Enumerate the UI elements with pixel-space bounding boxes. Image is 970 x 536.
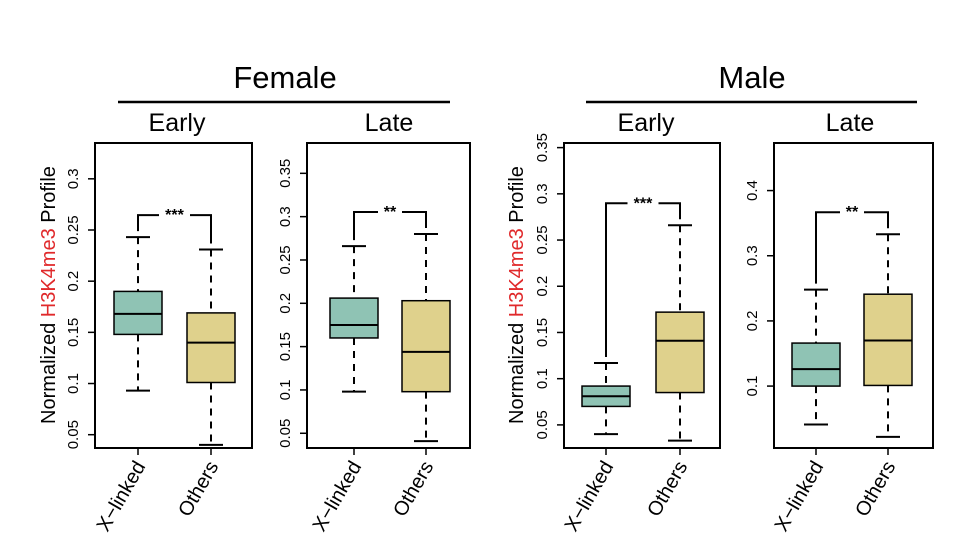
y-axis-label-male: Normalized H3K4me3 Profile — [506, 166, 528, 424]
significance-stars: *** — [165, 207, 184, 224]
y-axis-label-prefix: Normalized — [506, 317, 528, 424]
significance-bracket-right — [190, 214, 212, 244]
y-tick-label: 0.35 — [534, 133, 551, 162]
y-tick-label: 0.05 — [277, 419, 294, 448]
y-axis-label-suffix: Profile — [38, 166, 60, 228]
x-category-label: X−linked — [309, 458, 367, 536]
plot-frame — [773, 142, 934, 449]
panels-layer: 0.050.10.150.20.250.3X−linked Others***0.… — [65, 133, 934, 536]
significance-stars: *** — [634, 195, 653, 212]
y-tick-label: 0.2 — [744, 310, 761, 331]
panel-title-male-late: Late — [826, 109, 875, 137]
y-tick-label: 0.3 — [744, 245, 761, 266]
significance-bracket-left — [815, 211, 840, 284]
significance-bracket-right — [658, 202, 681, 220]
significance-stars: ** — [384, 204, 397, 221]
y-tick-label: 0.1 — [534, 368, 551, 389]
significance-bracket-right — [864, 211, 889, 229]
y-tick-label: 0.25 — [65, 215, 82, 244]
y-tick-label: 0.35 — [277, 159, 294, 188]
y-tick-label: 0.25 — [534, 225, 551, 254]
y-tick-label: 0.2 — [534, 276, 551, 297]
panel-3: 0.1 0.2 0.3 0.4 X−linked Others ** — [744, 142, 934, 536]
group-title-male: Male — [718, 60, 785, 95]
y-tick-label: 0.4 — [744, 180, 761, 201]
y-tick-label: 0.05 — [534, 410, 551, 439]
x-category-label: Others — [389, 458, 438, 521]
y-tick-label: 0.3 — [65, 168, 82, 189]
y-tick-label: 0.15 — [277, 332, 294, 361]
significance-bracket-left — [137, 214, 159, 232]
x-category-label: X−linked — [93, 458, 151, 536]
x-category-label: Others — [643, 458, 692, 521]
panel-title-male-early: Early — [618, 109, 675, 137]
y-axis-label-female: Normalized H3K4me3 Profile — [38, 166, 60, 424]
panel-title-female-early: Early — [149, 109, 206, 137]
iqr-box — [791, 342, 841, 387]
x-category-label: X−linked — [561, 458, 619, 536]
iqr-box — [186, 312, 236, 384]
y-tick-label: 0.3 — [534, 183, 551, 204]
y-axis-label-suffix: Profile — [506, 166, 528, 228]
significance-bracket-left — [353, 210, 378, 241]
significance-bracket-left — [605, 202, 628, 357]
iqr-box — [329, 297, 379, 339]
y-axis-label-highlight: H3K4me3 — [38, 228, 60, 317]
panel-1: 0.05 0.1 0.15 0.2 0.25 0.3 0.35 X−linked Others *… — [277, 142, 471, 536]
y-tick-label: 0.3 — [277, 206, 294, 227]
significance-bracket-right — [402, 210, 427, 228]
panel-0: 0.05 0.1 0.15 0.2 0.25 0.3 X−linked Others *** — [65, 142, 253, 536]
y-tick-label: 0.2 — [277, 293, 294, 314]
x-category-label: Others — [851, 458, 900, 521]
plot-frame — [563, 142, 721, 449]
iqr-box — [401, 299, 451, 393]
group-title-female: Female — [233, 60, 336, 95]
x-category-label: Others — [174, 458, 223, 521]
panel-2: 0.05 0.1 0.15 0.2 0.25 0.3 0.35 X−linked Others *… — [534, 133, 721, 536]
y-axis-label-highlight: H3K4me3 — [506, 228, 528, 317]
y-axis-label-prefix: Normalized — [38, 317, 60, 424]
y-tick-label: 0.1 — [744, 376, 761, 397]
y-tick-label: 0.2 — [65, 271, 82, 292]
y-tick-label: 0.25 — [277, 245, 294, 274]
plot-frame — [94, 142, 253, 449]
y-tick-label: 0.1 — [277, 380, 294, 401]
x-category-label: X−linked — [771, 458, 829, 536]
y-tick-label: 0.05 — [65, 420, 82, 449]
y-tick-label: 0.1 — [65, 373, 82, 394]
y-tick-label: 0.15 — [534, 318, 551, 347]
panel-title-female-late: Late — [365, 109, 414, 137]
y-tick-label: 0.15 — [65, 318, 82, 347]
iqr-box — [113, 290, 163, 336]
significance-stars: ** — [846, 204, 859, 221]
iqr-box — [655, 311, 705, 394]
plot-frame — [306, 142, 471, 449]
